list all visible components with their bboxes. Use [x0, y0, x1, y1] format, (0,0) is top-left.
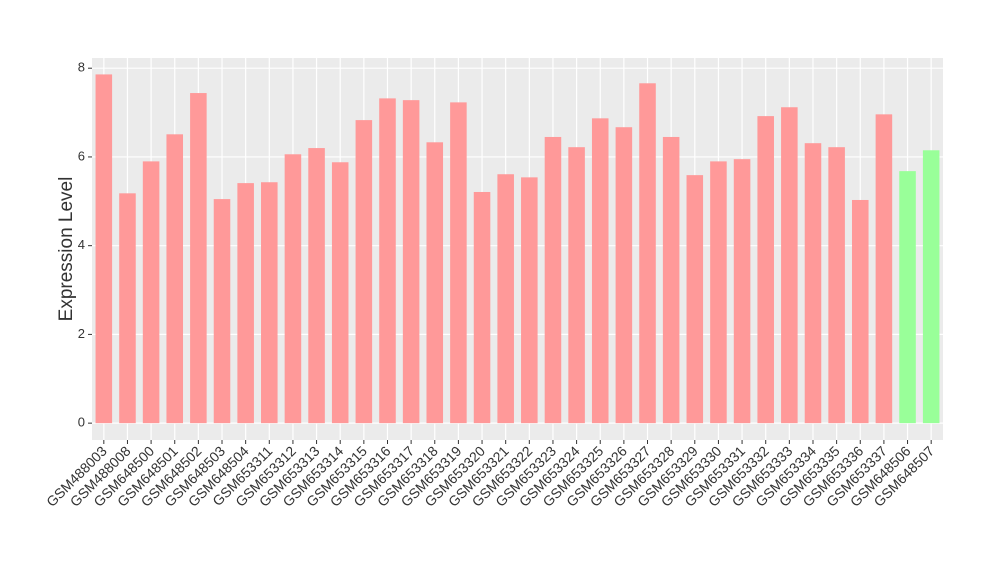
bar — [284, 154, 302, 424]
bar — [851, 199, 869, 424]
y-tick-label: 6 — [78, 148, 85, 163]
bar — [95, 74, 113, 424]
y-axis-label: Expression Level — [56, 177, 77, 322]
bar — [426, 142, 444, 424]
plot-panel — [92, 58, 943, 440]
bar — [331, 162, 349, 424]
y-tick-label: 2 — [78, 326, 85, 341]
bar — [615, 127, 633, 424]
y-tick-label: 4 — [78, 237, 85, 252]
bar — [757, 116, 774, 424]
bar — [402, 100, 420, 424]
y-tick-label: 0 — [78, 415, 85, 430]
bar — [261, 182, 278, 424]
bar — [497, 174, 514, 424]
bar — [899, 171, 916, 424]
bar — [379, 98, 396, 424]
bar — [544, 136, 562, 424]
bar — [710, 161, 727, 424]
bar — [308, 148, 325, 424]
bar — [591, 118, 609, 424]
bar — [686, 175, 704, 424]
bar — [568, 147, 585, 424]
bar — [473, 191, 491, 424]
bar — [804, 143, 822, 424]
bar — [521, 177, 538, 424]
bar — [922, 150, 940, 424]
bar — [781, 107, 798, 424]
bar — [828, 147, 845, 424]
bar — [166, 134, 184, 424]
bar — [213, 199, 231, 424]
bar — [639, 83, 656, 424]
bar — [190, 93, 207, 424]
bar — [662, 136, 680, 424]
bar — [733, 159, 751, 424]
bar — [142, 161, 160, 424]
bar — [450, 102, 467, 424]
bar — [119, 193, 136, 424]
bar — [237, 183, 254, 424]
bar — [355, 120, 373, 424]
y-tick-label: 8 — [78, 60, 85, 75]
bar — [875, 114, 893, 424]
